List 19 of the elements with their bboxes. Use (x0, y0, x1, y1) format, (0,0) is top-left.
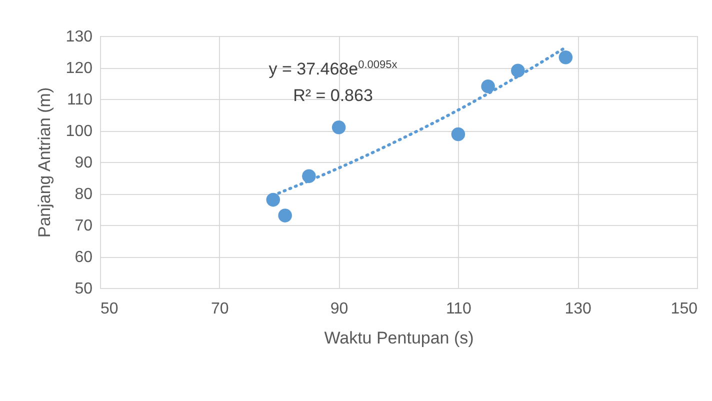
x-tick-label: 110 (446, 300, 472, 318)
annotation: R² = 0.863 (292, 84, 374, 107)
x-tick-label: 130 (564, 300, 592, 318)
y-tick-label: 60 (74, 249, 93, 266)
y-tick-label: 50 (74, 280, 93, 298)
y-tick-label: 90 (74, 154, 93, 172)
y-tick-label: 110 (66, 92, 93, 108)
x-axis-title: Waktu Pentupan (s) (324, 328, 474, 348)
y-tick-label: 120 (66, 60, 93, 77)
annotation: y = 37.468e$^{0.0095x}$ (268, 58, 398, 81)
y-tick-label: 70 (74, 218, 93, 234)
x-tick-label: 70 (211, 300, 229, 318)
y-tick-label: 80 (74, 186, 93, 203)
x-tick-label: 50 (100, 300, 118, 318)
y-tick-label: 100 (66, 123, 93, 140)
y-tick-label: 130 (66, 28, 93, 46)
y-axis-title: Panjang Antrian (m) (34, 87, 54, 238)
x-tick-label: 90 (330, 300, 348, 318)
x-tick-label: 150 (670, 300, 698, 318)
